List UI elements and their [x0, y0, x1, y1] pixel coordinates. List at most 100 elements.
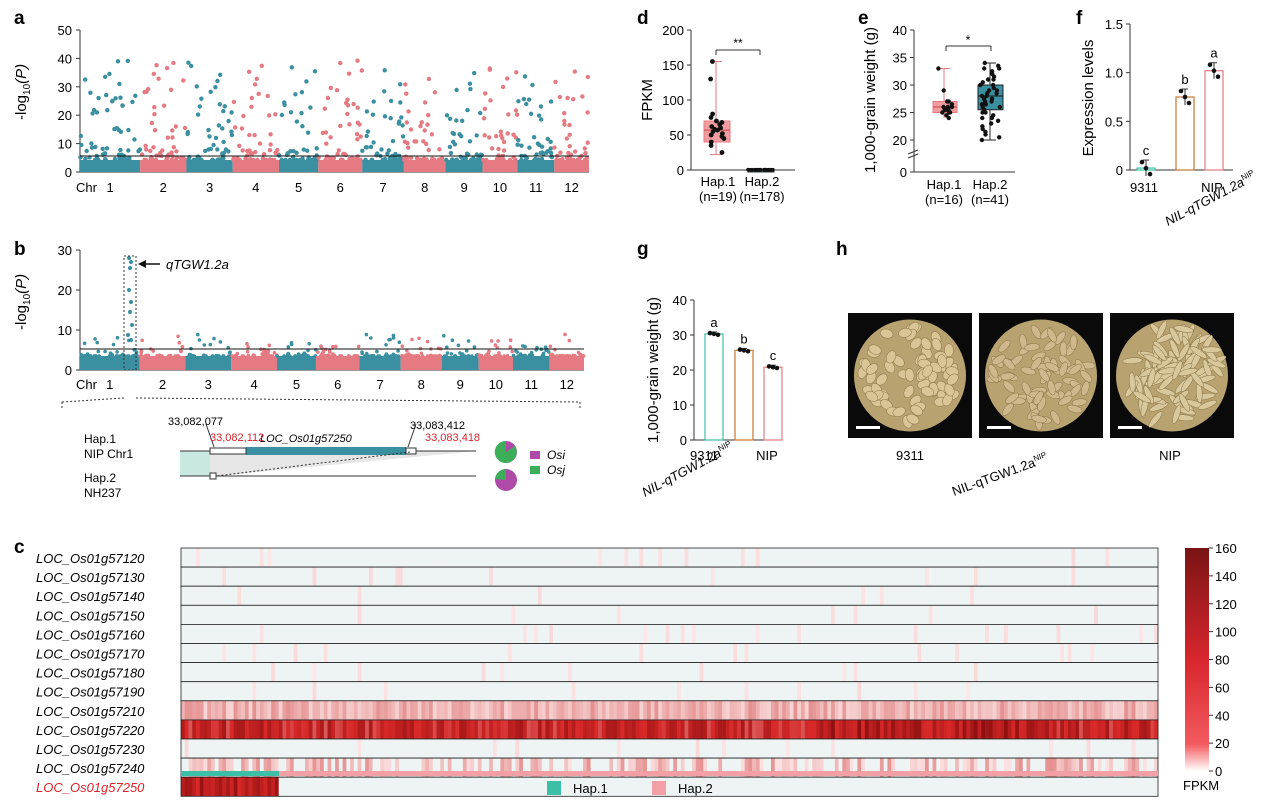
snp-point	[176, 354, 181, 358]
heatmap-cell	[278, 586, 283, 606]
heatmap-cell	[789, 758, 794, 778]
heatmap-cell	[973, 662, 978, 682]
heatmap-cell	[951, 586, 956, 606]
heatmap-cell	[413, 586, 419, 606]
heatmap-cell	[714, 739, 719, 759]
snp-point	[217, 102, 222, 107]
heatmap-cell	[921, 681, 926, 701]
heatmap-cell	[323, 758, 328, 778]
heatmap-cell	[703, 643, 708, 663]
heatmap-cell	[522, 700, 528, 720]
heatmap-cell	[286, 567, 291, 587]
heatmap-cell	[218, 777, 223, 797]
heatmap-cell	[827, 662, 832, 682]
heatmap-cell	[1060, 777, 1065, 797]
heatmap-cell	[541, 700, 546, 720]
heatmap-cell	[481, 719, 486, 739]
heatmap-cell	[436, 739, 441, 759]
heatmap-cell	[770, 777, 776, 797]
heatmap-cell	[481, 758, 486, 778]
snp-point	[532, 157, 537, 163]
heatmap-cell	[947, 662, 952, 682]
heatmap-cell	[770, 548, 776, 568]
heatmap-cell	[879, 605, 884, 625]
heatmap-cell	[271, 777, 276, 797]
heatmap-cell	[624, 624, 629, 644]
heatmap-cell	[556, 739, 561, 759]
heatmap-cell	[785, 777, 791, 797]
heatmap-cell	[624, 605, 629, 625]
heatmap-cell	[906, 662, 911, 682]
heatmap-cell	[609, 777, 614, 797]
heatmap-cell	[459, 681, 464, 701]
heatmap-cell	[740, 567, 745, 587]
heatmap-cell	[335, 567, 340, 587]
heatmap-cell	[887, 643, 892, 663]
heatmap-cell	[669, 567, 674, 587]
heatmap-cell	[646, 624, 652, 644]
snp-point	[265, 93, 270, 99]
heatmap-cell	[376, 662, 381, 682]
grain	[892, 406, 906, 417]
grain	[1148, 411, 1163, 428]
heatmap-cell	[541, 567, 546, 587]
heatmap-cell	[940, 719, 945, 739]
heatmap-cell	[357, 605, 362, 625]
heatmap-cell	[327, 739, 332, 759]
heatmap-cell	[477, 567, 482, 587]
heatmap-cell	[1052, 643, 1057, 663]
heatmap-cell	[1052, 700, 1057, 720]
heatmap-cell	[819, 586, 824, 606]
heatmap-cell	[921, 758, 926, 778]
heatmap-cell	[605, 586, 610, 606]
heatmap-cell	[834, 548, 839, 568]
heatmap-cell	[413, 548, 419, 568]
heatmap-cell	[677, 719, 682, 739]
snp-point	[183, 157, 188, 163]
heatmap-cell	[293, 548, 298, 568]
heatmap-cell	[549, 739, 554, 759]
heatmap-cell	[1131, 719, 1136, 739]
heatmap-cell	[489, 739, 494, 759]
heatmap-cell	[1011, 624, 1016, 644]
heatmap-cell	[861, 758, 866, 778]
heatmap-cell	[917, 700, 922, 720]
heatmap-cell	[699, 605, 704, 625]
snp-point	[536, 157, 541, 162]
f-cat-2: NIL-qTGW1.2aNIP	[1162, 168, 1258, 229]
heatmap-cell	[455, 739, 460, 759]
heatmap-cell	[346, 605, 351, 625]
heatmap-cell	[301, 681, 306, 701]
heatmap-cell	[744, 719, 749, 739]
heatmap-cell	[725, 662, 730, 682]
heatmap-cell	[350, 662, 355, 682]
heatmap-cell	[331, 643, 336, 663]
heatmap-cell	[391, 758, 396, 778]
heatmap-cell	[537, 681, 543, 701]
snp-point	[388, 337, 393, 342]
heatmap-cell	[459, 624, 464, 644]
heatmap-cell	[233, 624, 238, 644]
heatmap-cell	[898, 548, 903, 568]
heatmap-cell	[887, 662, 892, 682]
heatmap-cell	[1150, 700, 1155, 720]
heatmap-cell	[853, 567, 858, 587]
heatmap-cell	[1060, 681, 1065, 701]
heatmap-cell	[755, 548, 760, 568]
snp-point	[483, 91, 488, 96]
snp-point	[467, 81, 473, 86]
heatmap-cell	[673, 624, 678, 644]
heatmap-cell	[1007, 739, 1012, 759]
heatmap-cell	[1060, 548, 1065, 568]
heatmap-cell	[887, 719, 892, 739]
snp-point	[563, 332, 567, 337]
heatmap-cell	[594, 758, 599, 778]
heatmap-cell	[199, 605, 204, 625]
snp-point	[444, 157, 449, 163]
heatmap-cell	[432, 605, 437, 625]
heatmap-cell	[1097, 586, 1102, 606]
heatmap-cell	[1071, 700, 1076, 720]
heatmap-cell	[181, 586, 186, 606]
heatmap-cell	[1094, 548, 1099, 568]
